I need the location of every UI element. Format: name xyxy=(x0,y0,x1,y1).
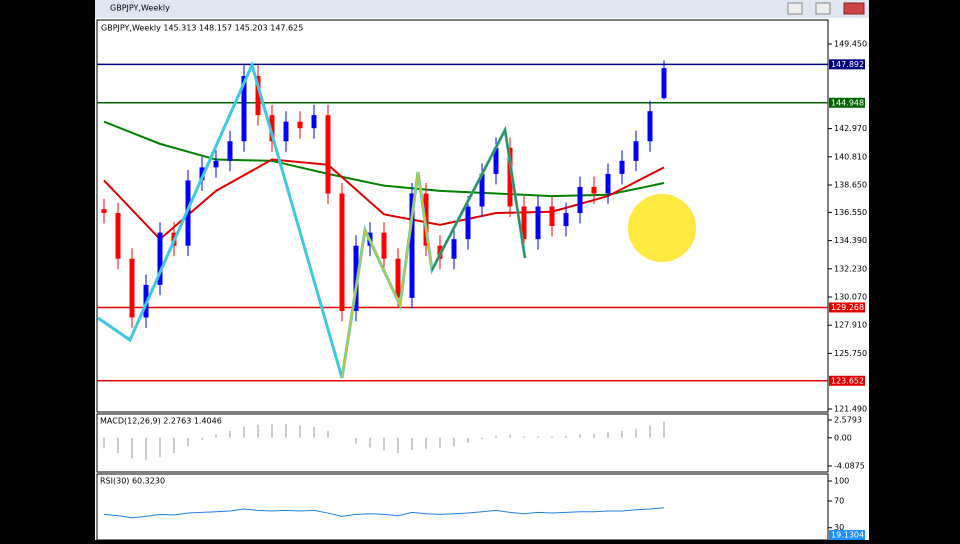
candle-body xyxy=(479,173,485,207)
rsi-current-tag xyxy=(829,530,865,540)
level-label: 147.892 xyxy=(831,60,864,69)
level-label: 123.652 xyxy=(831,376,864,385)
candle-body xyxy=(647,111,653,142)
rsi-panel xyxy=(96,473,829,541)
candle-body xyxy=(241,75,247,142)
zigzag-annotation xyxy=(431,126,526,271)
candle-body xyxy=(129,258,135,318)
candle-body xyxy=(605,173,611,194)
y-tick-label: 132.230 xyxy=(834,264,867,273)
level-tag xyxy=(829,59,865,70)
candle-body xyxy=(381,232,387,259)
moving-average xyxy=(103,158,665,241)
maximize-button[interactable] xyxy=(815,2,831,15)
y-tick-label: 125.750 xyxy=(834,349,867,358)
candle-body xyxy=(185,180,191,246)
candle-body xyxy=(115,213,121,259)
y-tick-label: 138.650 xyxy=(834,180,867,189)
candle-body xyxy=(101,209,107,214)
candle-body xyxy=(577,186,583,214)
y-tick-label: 127.910 xyxy=(834,321,867,330)
level-tag xyxy=(829,97,865,108)
candle-body xyxy=(465,206,471,240)
window-title: GBPJPY,Weekly xyxy=(110,4,170,13)
candle-body xyxy=(157,232,163,285)
y-tick-label: 0.00 xyxy=(834,433,852,442)
y-tick-label: 140.810 xyxy=(834,152,867,161)
candle-body xyxy=(521,206,527,240)
candle-body xyxy=(563,213,569,227)
zigzag-annotation xyxy=(341,171,433,379)
candle-body xyxy=(269,115,275,142)
candle-body xyxy=(619,160,625,174)
candle-body xyxy=(325,115,331,194)
level-label: 129.268 xyxy=(831,303,864,312)
y-tick-label: -4.0875 xyxy=(834,462,865,471)
y-tick-label: 121.490 xyxy=(834,405,867,414)
cursor-highlight xyxy=(628,194,696,262)
y-tick-label: 134.390 xyxy=(834,236,867,245)
chart-header: GBPJPY,Weekly 145.313 148.157 145.203 14… xyxy=(101,24,303,33)
candle-body xyxy=(227,141,233,161)
candle-body xyxy=(633,141,639,161)
level-label: 144.948 xyxy=(831,98,864,107)
level-tag xyxy=(829,302,865,313)
macd-label: MACD(12,26,9) 2.2763 1.4046 xyxy=(100,417,222,426)
candle-body xyxy=(409,193,415,298)
y-tick-label: 142.970 xyxy=(834,124,867,133)
close-button[interactable] xyxy=(843,2,865,15)
candle-body xyxy=(339,193,345,311)
candle-body xyxy=(661,68,667,99)
candle-body xyxy=(507,147,513,207)
moving-average xyxy=(103,120,665,198)
y-tick-label: 136.550 xyxy=(834,208,867,217)
y-tick-label: 70 xyxy=(834,497,844,506)
level-tag xyxy=(829,375,865,386)
candle-body xyxy=(311,115,317,129)
macd-panel xyxy=(96,413,829,473)
y-tick-label: 149.450 xyxy=(834,40,867,49)
rsi-current-label: 19.1304 xyxy=(831,531,864,540)
candle-body xyxy=(535,206,541,240)
title-bar xyxy=(95,0,869,18)
candle-body xyxy=(297,121,303,129)
candle-body xyxy=(213,160,219,168)
y-tick-label: 30 xyxy=(834,523,844,532)
price-panel xyxy=(96,19,829,413)
y-tick-label: 100 xyxy=(834,477,849,486)
candle-body xyxy=(255,75,261,116)
candle-body xyxy=(283,121,289,142)
candle-body xyxy=(451,239,457,259)
candle-body xyxy=(549,206,555,227)
rsi-label: RSI(30) 60.3230 xyxy=(100,477,165,486)
candle-body xyxy=(199,167,205,181)
y-tick-label: 2.5793 xyxy=(834,416,862,425)
y-tick-label: 130.070 xyxy=(834,292,867,301)
candle-body xyxy=(493,147,499,174)
candle-body xyxy=(395,258,401,298)
candle-body xyxy=(591,186,597,194)
minimize-button[interactable] xyxy=(787,2,803,15)
rsi-line xyxy=(103,507,665,519)
